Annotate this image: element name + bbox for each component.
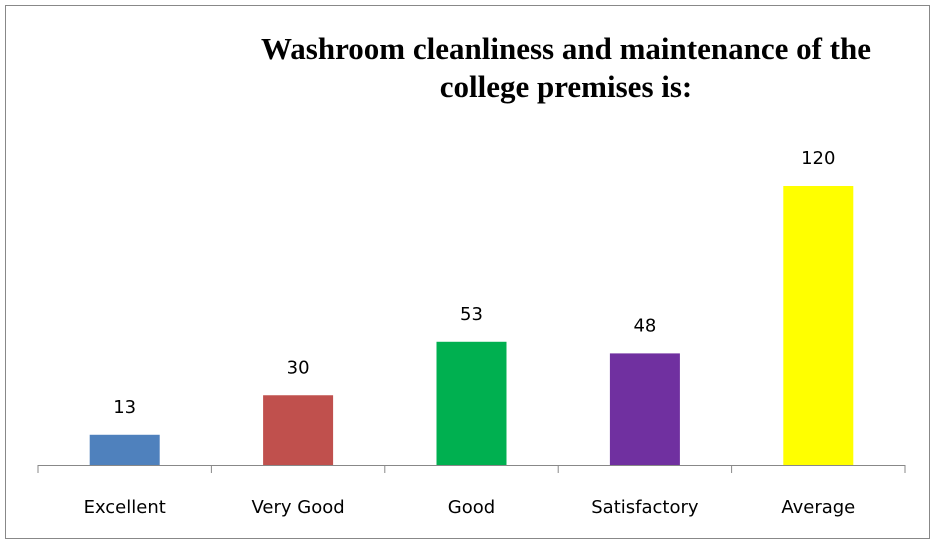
value-label: 53 bbox=[460, 304, 483, 325]
x-tick-label: Very Good bbox=[252, 497, 345, 518]
x-tick-label: Excellent bbox=[84, 497, 166, 518]
bar bbox=[436, 341, 507, 465]
x-tick-label: Satisfactory bbox=[591, 497, 699, 518]
chart-title: Washroom cleanliness and maintenance of … bbox=[261, 31, 871, 66]
value-label: 48 bbox=[633, 315, 656, 336]
chart-title: college premises is: bbox=[440, 69, 693, 104]
value-label: 30 bbox=[287, 357, 310, 378]
bar bbox=[89, 434, 160, 465]
bar bbox=[783, 186, 854, 465]
value-label: 120 bbox=[801, 148, 835, 169]
value-label: 13 bbox=[113, 397, 136, 418]
bar bbox=[609, 353, 680, 465]
bar bbox=[263, 395, 334, 465]
x-tick-label: Average bbox=[781, 497, 855, 518]
x-tick-label: Good bbox=[448, 497, 495, 518]
